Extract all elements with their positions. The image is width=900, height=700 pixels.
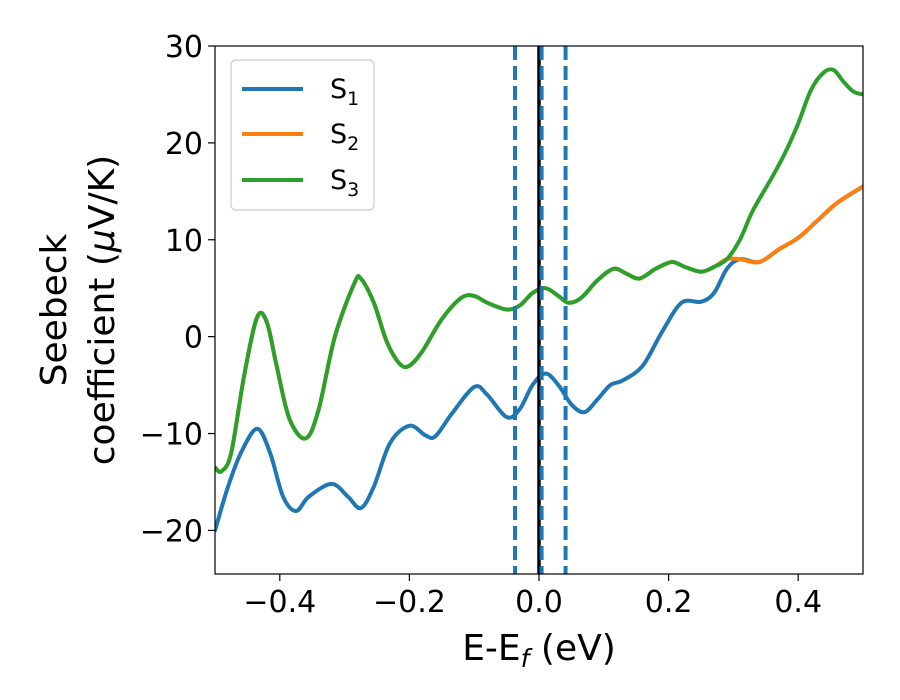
x-tick-label: 0.0 [515, 585, 563, 620]
legend-label-s2: S2 [330, 119, 359, 155]
y-tick-label: 10 [165, 224, 203, 259]
x-tick-label: 0.2 [645, 585, 693, 620]
y-tick-label: −20 [140, 514, 203, 549]
y-tick-label: 30 [165, 30, 203, 65]
series-line-s1 [215, 184, 863, 533]
legend-item-s1: S1 [242, 74, 359, 110]
legend-label-s1: S1 [330, 74, 359, 110]
legend-label-s3: S3 [330, 165, 359, 201]
y-tick-label: 0 [184, 321, 203, 356]
legend: S1 S2 S3 [230, 59, 375, 211]
y-ticks: −20 −10 0 10 20 30 [140, 30, 215, 549]
y-axis-title: Seebeck coefficient (μV/K) [34, 155, 123, 465]
x-tick-label: −0.4 [243, 585, 316, 620]
y-tick-label: 20 [165, 127, 203, 162]
legend-item-s3: S3 [242, 165, 359, 201]
x-tick-label: 0.4 [774, 585, 822, 620]
x-ticks: −0.4 −0.2 0.0 0.2 0.4 [243, 574, 822, 620]
x-axis-title: E-Ef (eV) [462, 628, 616, 673]
y-axis-title-line1: Seebeck [34, 233, 75, 386]
y-axis-title-line2: coefficient (μV/K) [82, 155, 123, 465]
legend-item-s2: S2 [242, 119, 359, 155]
vertical-lines-layer [513, 46, 568, 574]
y-tick-label: −10 [140, 418, 203, 453]
x-tick-label: −0.2 [373, 585, 446, 620]
